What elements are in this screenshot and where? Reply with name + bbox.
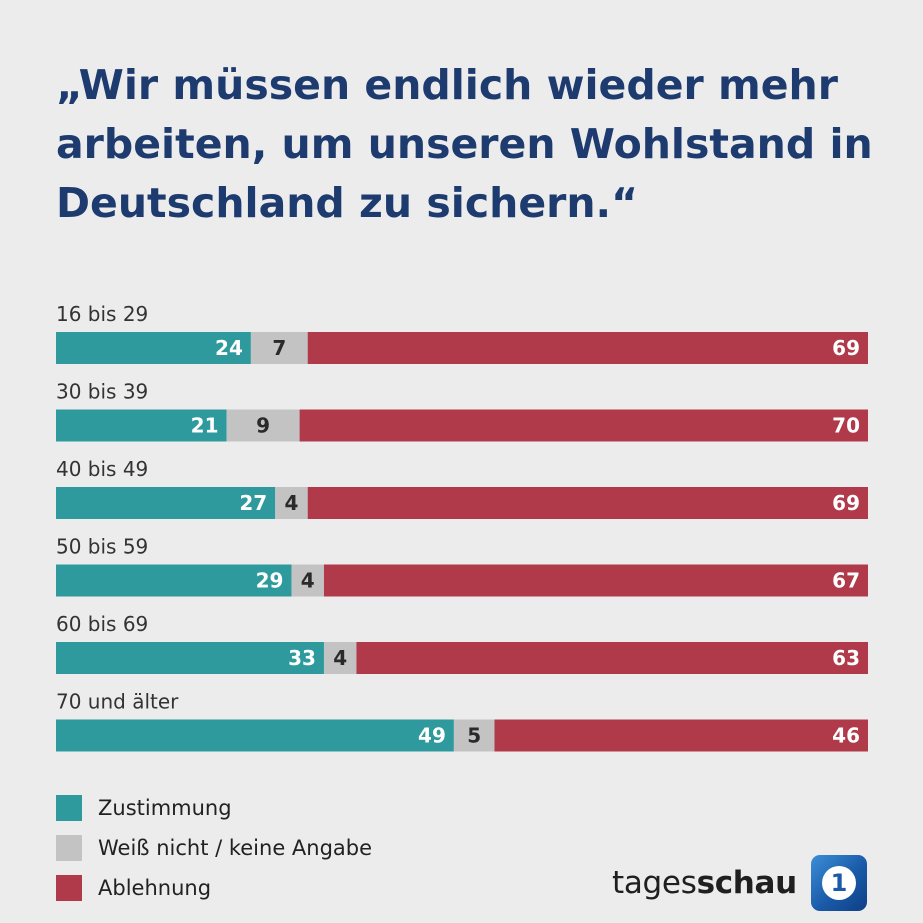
bar-segment-zustimmung [56, 332, 251, 364]
bar-segment-ablehnung [494, 719, 868, 752]
bar-segment-zustimmung [56, 564, 292, 597]
data-label-ablehnung: 67 [832, 569, 860, 593]
category-label: 16 bis 29 [56, 302, 148, 326]
data-label-zustimmung: 21 [191, 414, 219, 438]
tagesschau-brand: tagesschau 1 [612, 855, 867, 911]
category-label: 70 und älter [56, 690, 179, 714]
data-label-zustimmung: 24 [215, 336, 243, 360]
ard-logo-glyph: 1 [821, 866, 856, 900]
legend-label-zustimmung: Zustimmung [98, 796, 232, 820]
legend-item-ablehnung: Ablehnung [56, 873, 211, 903]
legend-item-zustimmung: Zustimmung [56, 793, 232, 823]
brand-prefix: tages [612, 865, 697, 901]
bar-segment-zustimmung [56, 642, 324, 674]
bar-segment-ablehnung [307, 332, 869, 364]
data-label-zustimmung: 33 [288, 646, 316, 670]
bar-segment-weiss-nicht [275, 487, 308, 519]
data-label-ablehnung: 63 [832, 646, 860, 670]
legend-swatch-weiss-nicht [56, 835, 82, 861]
chart-title: „Wir müssen endlich wieder mehr arbeiten… [56, 61, 873, 227]
data-label-weiss-nicht: 4 [285, 491, 299, 515]
category-label: 30 bis 39 [56, 380, 148, 404]
data-label-weiss-nicht: 9 [256, 414, 270, 438]
legend-label-ablehnung: Ablehnung [98, 876, 212, 900]
data-label-weiss-nicht: 4 [301, 569, 315, 593]
bar-segment-ablehnung [307, 487, 869, 519]
data-label-ablehnung: 70 [832, 414, 860, 438]
bar-segment-weiss-nicht [226, 409, 300, 442]
data-label-ablehnung: 69 [832, 491, 860, 515]
bar-segment-weiss-nicht [453, 719, 495, 752]
bar-segment-ablehnung [323, 564, 869, 597]
bar-segment-weiss-nicht [291, 564, 324, 597]
data-label-zustimmung: 27 [239, 491, 267, 515]
legend-item-weiss-nicht: Weiß nicht / keine Angabe [56, 833, 372, 863]
bar-segment-zustimmung [56, 719, 454, 752]
bar-segment-weiss-nicht [323, 642, 357, 674]
brand-wordmark: tagesschau [612, 865, 797, 901]
category-label: 50 bis 59 [56, 535, 148, 559]
data-label-weiss-nicht: 4 [333, 646, 347, 670]
brand-suffix: schau [696, 865, 798, 901]
bar-segment-ablehnung [299, 409, 869, 442]
category-label: 60 bis 69 [56, 612, 148, 636]
data-label-ablehnung: 69 [832, 336, 860, 360]
ard-logo-icon: 1 [810, 855, 867, 911]
data-label-zustimmung: 49 [418, 724, 446, 748]
data-label-weiss-nicht: 5 [467, 724, 481, 748]
bar-segment-weiss-nicht [250, 332, 308, 364]
category-label: 40 bis 49 [56, 457, 148, 481]
data-label-zustimmung: 29 [256, 569, 284, 593]
legend-label-weiss-nicht: Weiß nicht / keine Angabe [98, 836, 373, 860]
bar-segment-zustimmung [56, 409, 227, 442]
bar-segment-ablehnung [356, 642, 868, 674]
data-label-weiss-nicht: 7 [272, 336, 286, 360]
data-label-ablehnung: 46 [832, 724, 860, 748]
bar-segment-zustimmung [56, 487, 276, 519]
legend-swatch-ablehnung [56, 875, 82, 901]
legend-swatch-zustimmung [56, 795, 82, 821]
